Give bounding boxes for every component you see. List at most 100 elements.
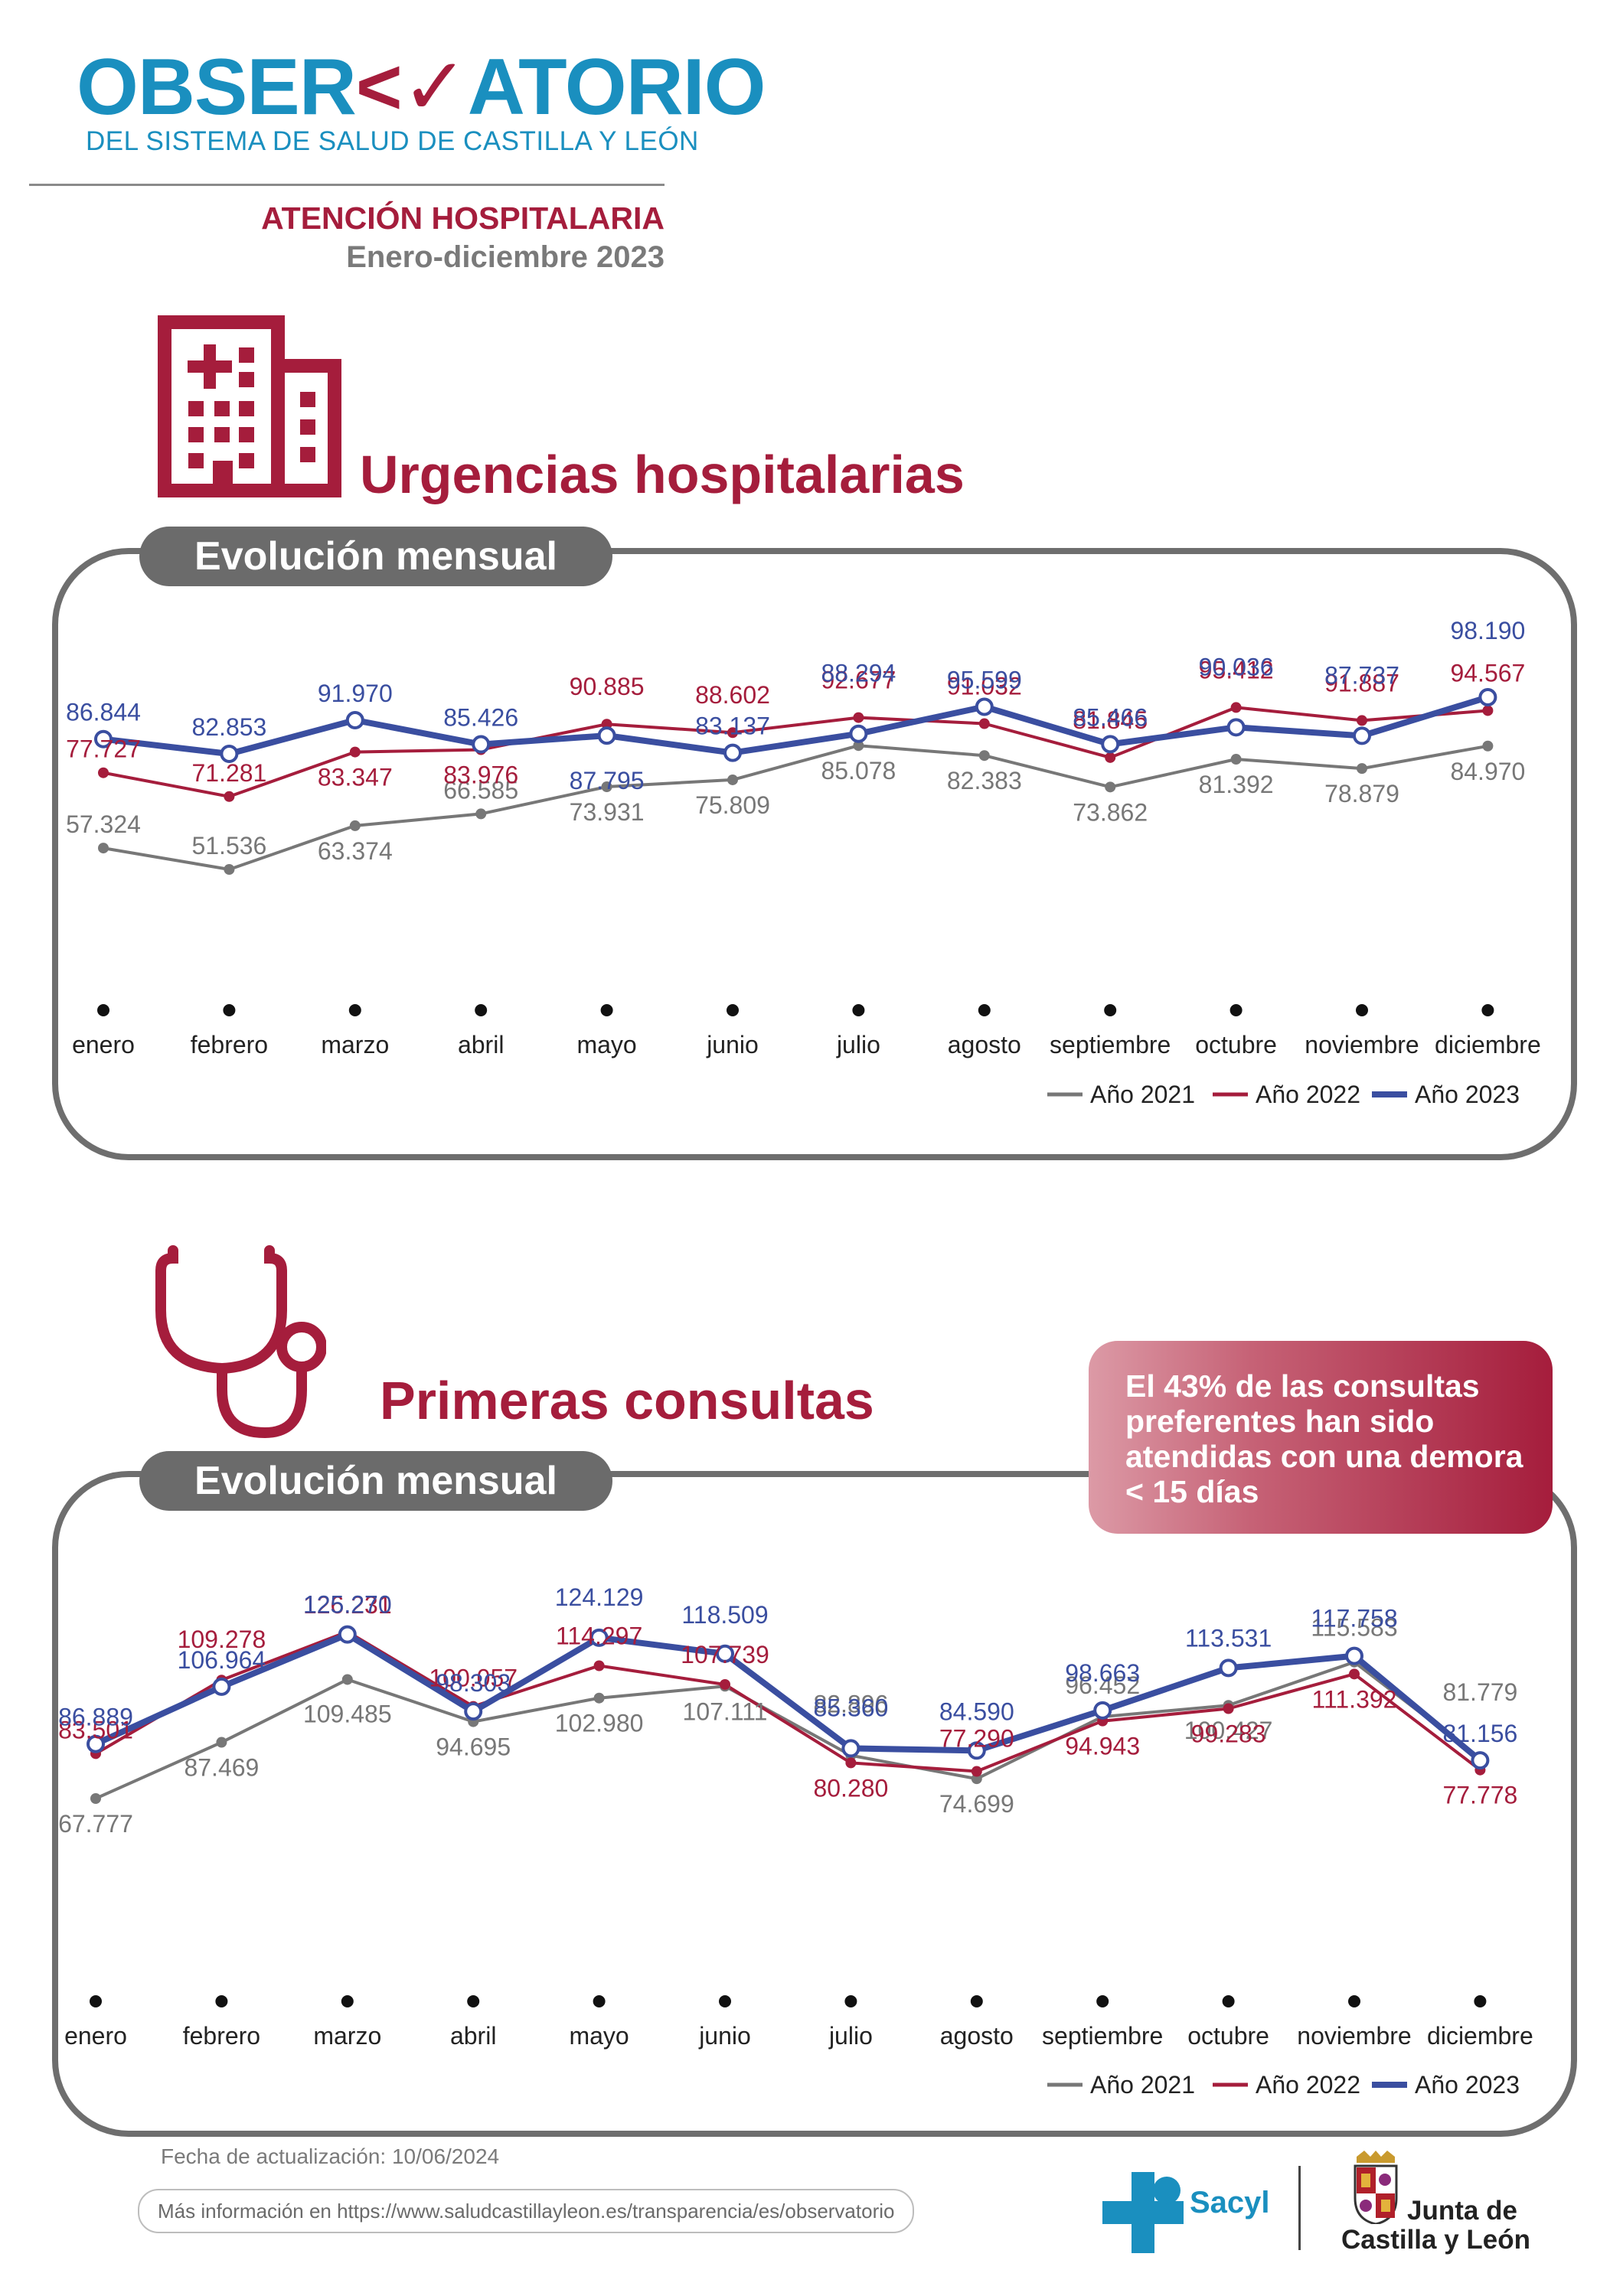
data-point-2021 bbox=[1482, 740, 1494, 752]
category-label: diciembre bbox=[1427, 2022, 1533, 2050]
category-label: noviembre bbox=[1305, 1031, 1419, 1058]
data-label-2022: 77.290 bbox=[939, 1725, 1014, 1753]
data-label-2021: 100.427 bbox=[1184, 1717, 1273, 1744]
data-point-2023 bbox=[94, 729, 113, 748]
series-line-2022 bbox=[94, 1630, 1481, 1773]
axis-dot bbox=[1356, 1004, 1368, 1016]
data-point-2023 bbox=[1219, 1658, 1238, 1678]
data-label-2021: 67.777 bbox=[58, 1810, 133, 1838]
data-point-2022 bbox=[727, 727, 738, 739]
data-point-2021 bbox=[98, 843, 109, 854]
data-point-2021 bbox=[978, 750, 990, 762]
data-point-2021 bbox=[224, 864, 235, 875]
data-label-2022: 90.885 bbox=[570, 673, 645, 700]
data-label-2023: 87.795 bbox=[570, 767, 645, 794]
data-label-2023: 98.663 bbox=[1065, 1659, 1140, 1687]
data-label-2021: 94.695 bbox=[436, 1733, 511, 1761]
data-label-2023: 113.531 bbox=[1185, 1624, 1272, 1652]
data-point-2022 bbox=[971, 1766, 982, 1777]
data-point-2023 bbox=[1101, 735, 1120, 754]
data-point-2023 bbox=[841, 1739, 860, 1758]
data-point-2022 bbox=[978, 718, 990, 729]
data-label-2021: 109.485 bbox=[303, 1701, 392, 1728]
data-point-2023 bbox=[1353, 726, 1371, 745]
data-label-2022: 94.567 bbox=[1450, 660, 1525, 687]
data-point-2023 bbox=[589, 1628, 609, 1647]
junta-logo-text: Junta de Castilla y León bbox=[1341, 2196, 1531, 2255]
data-label-2023: 86.889 bbox=[58, 1704, 133, 1731]
data-label-2021: 57.324 bbox=[66, 810, 141, 838]
data-point-2021 bbox=[853, 740, 864, 752]
data-label-2023: 118.509 bbox=[681, 1601, 768, 1629]
category-label: septiembre bbox=[1050, 1031, 1171, 1058]
consultas-line-chart: enero febrero marzo abril mayo junio julio agos… bbox=[58, 1583, 1533, 2099]
data-label-2021: 82.383 bbox=[947, 767, 1022, 794]
observatorio-logo: OBSER<✓ATORIO bbox=[77, 43, 766, 132]
hospital-building-icon bbox=[158, 315, 341, 497]
category-label: mayo bbox=[569, 2022, 629, 2050]
axis-dot bbox=[97, 1004, 109, 1016]
axis-dot bbox=[467, 1995, 480, 2007]
category-label: agosto bbox=[940, 2022, 1014, 2050]
consultas-title: Primeras consultas bbox=[380, 1371, 874, 1430]
axis-dot bbox=[978, 1004, 991, 1016]
data-label-2022: 83.501 bbox=[58, 1716, 133, 1743]
category-label: enero bbox=[64, 2022, 127, 2050]
data-label-2022: 126.231 bbox=[303, 1591, 392, 1619]
data-label-2021: 96.452 bbox=[1065, 1671, 1140, 1699]
axis-dot bbox=[727, 1004, 739, 1016]
castilla-leon-coat-of-arms-icon bbox=[1354, 2151, 1398, 2224]
axis-dot bbox=[215, 1995, 228, 2007]
data-label-2022: 111.392 bbox=[1312, 1685, 1397, 1713]
sacyl-logo-text: Sacyl bbox=[1190, 2186, 1270, 2219]
category-label: febrero bbox=[191, 1031, 268, 1058]
data-label-2021: 73.931 bbox=[570, 798, 645, 826]
data-point-2022 bbox=[845, 1757, 857, 1769]
axis-dot bbox=[348, 1004, 361, 1016]
data-label-2021: 82.896 bbox=[813, 1691, 888, 1718]
data-point-2022 bbox=[720, 1678, 730, 1690]
axis-dot bbox=[600, 1004, 613, 1016]
data-point-2021 bbox=[727, 774, 738, 785]
logo-subtitle: DEL SISTEMA DE SALUD DE CASTILLA Y LEÓN bbox=[86, 126, 699, 156]
category-label: octubre bbox=[1195, 1031, 1277, 1058]
data-label-2023: 117.758 bbox=[1311, 1605, 1397, 1632]
axis-dot bbox=[1222, 1995, 1235, 2007]
category-label: agosto bbox=[948, 1031, 1021, 1058]
data-label-2022: 71.281 bbox=[191, 759, 266, 787]
data-label-2021: 87.469 bbox=[184, 1754, 259, 1782]
data-label-2022: 77.727 bbox=[66, 735, 141, 763]
data-point-2021 bbox=[601, 781, 612, 792]
data-point-2023 bbox=[723, 743, 742, 762]
data-point-2022 bbox=[1349, 1668, 1360, 1680]
data-label-2022: 83.347 bbox=[318, 764, 393, 791]
data-point-2022 bbox=[349, 746, 361, 758]
consultas-chart-frame bbox=[52, 1471, 1577, 2137]
data-label-2022: 91.887 bbox=[1324, 669, 1399, 696]
category-label: octubre bbox=[1187, 2022, 1269, 2050]
axis-dot bbox=[719, 1995, 731, 2007]
data-label-2021: 85.078 bbox=[821, 757, 896, 784]
data-label-2022: 107.739 bbox=[681, 1641, 769, 1668]
data-point-2022 bbox=[1482, 705, 1494, 716]
data-label-2023: 106.964 bbox=[178, 1646, 266, 1674]
axis-dot bbox=[475, 1004, 488, 1016]
data-point-2023 bbox=[597, 726, 616, 745]
data-point-2021 bbox=[90, 1793, 101, 1804]
data-label-2022: 80.280 bbox=[813, 1774, 888, 1802]
data-label-2022: 95.412 bbox=[1199, 656, 1274, 683]
legend-label-2022: Año 2022 bbox=[1256, 2071, 1360, 2099]
series-line-2022 bbox=[103, 706, 1488, 798]
axis-dot bbox=[593, 1995, 606, 2007]
legend-label-2021: Año 2021 bbox=[1090, 2071, 1195, 2099]
data-label-2021: 81.392 bbox=[1199, 771, 1274, 798]
data-label-2022: 88.602 bbox=[695, 681, 770, 709]
data-point-2023 bbox=[472, 735, 491, 754]
data-point-2023 bbox=[849, 724, 868, 743]
series-line-2021 bbox=[103, 744, 1488, 871]
category-label: julio bbox=[836, 1031, 880, 1058]
data-point-2023 bbox=[1226, 718, 1246, 737]
data-label-2023: 86.844 bbox=[66, 699, 141, 726]
more-info-link[interactable]: Más información en https://www.saludcast… bbox=[138, 2189, 915, 2233]
data-label-2023: 98.303 bbox=[436, 1669, 511, 1697]
